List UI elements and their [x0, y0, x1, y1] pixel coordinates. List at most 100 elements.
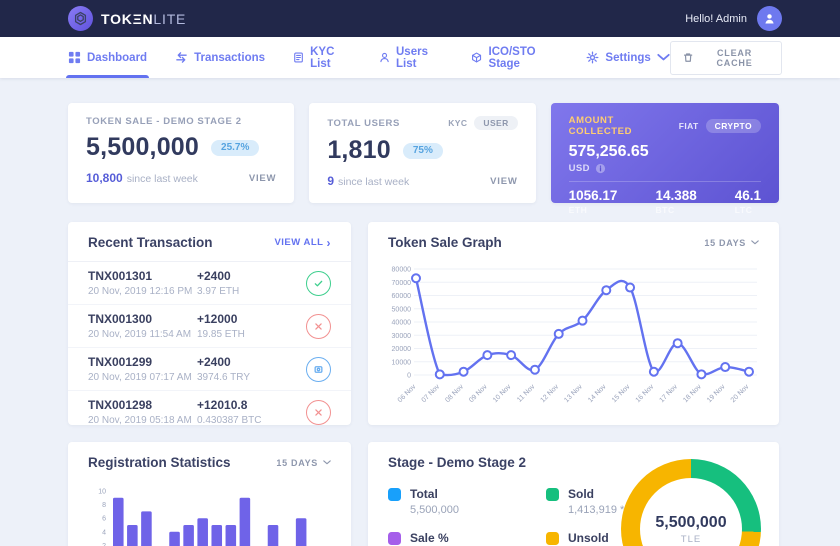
trash-icon	[683, 53, 693, 62]
stage-panel: Stage - Demo Stage 2 Total 5,500,000 Sol…	[368, 442, 779, 546]
brand-logo[interactable]: TOKΞNLITE	[68, 6, 186, 31]
legend-item-total: Total 5,500,000	[388, 487, 506, 516]
token-sale-line-chart: 0 10000 20000 30000 40000 50000 60000 70000 8000…	[392, 267, 757, 404]
svg-text:10: 10	[98, 489, 106, 496]
nav-tab-settings[interactable]: Settings	[586, 37, 670, 78]
range-dropdown[interactable]: 15 DAYS	[276, 458, 331, 468]
card-title: TOTAL USERS	[327, 117, 400, 129]
token-sale-percent-badge: 25.7%	[211, 139, 260, 156]
nav-tab-dashboard[interactable]: Dashboard	[65, 37, 150, 78]
svg-text:18 Nov: 18 Nov	[682, 383, 703, 404]
view-all-link[interactable]: VIEW ALL ›	[274, 235, 331, 250]
token-sale-delta: 10,800	[86, 171, 123, 185]
legend-item-unsold: Unsold 4,086,082	[546, 531, 664, 546]
legend-swatch	[388, 531, 401, 545]
nav-tab-ico-sto-stage[interactable]: ICO/STO Stage	[471, 37, 558, 78]
svg-text:40000: 40000	[392, 320, 412, 327]
grid-icon	[68, 51, 81, 64]
svg-text:17 Nov: 17 Nov	[658, 383, 679, 404]
crypto-toggle-pill[interactable]: CRYPTO	[705, 119, 762, 133]
registration-statistics-panel: Registration Statistics 15 DAYS 2 4 6 8 10	[68, 442, 351, 546]
donut-center-value: 5,500,000	[655, 513, 727, 531]
amount-currency: USD	[568, 163, 590, 174]
svg-text:6: 6	[102, 516, 106, 523]
donut-center-unit: TLE	[680, 533, 702, 545]
svg-text:10 Nov: 10 Nov	[492, 383, 513, 404]
svg-text:8: 8	[102, 502, 106, 509]
swap-arrows-icon	[176, 52, 187, 63]
registration-bar-chart: 2 4 6 8 10	[98, 489, 307, 546]
panel-title: Registration Statistics	[88, 455, 231, 470]
greeting-text: Hello! Admin	[685, 12, 747, 25]
range-dropdown[interactable]: 15 DAYS	[704, 238, 759, 248]
brand-name: TOKΞNLITE	[101, 10, 187, 27]
chevron-down-icon	[657, 53, 670, 61]
user-avatar[interactable]	[757, 6, 782, 31]
alt-amount-ltc: 46.1 LTC	[734, 188, 762, 215]
transaction-row[interactable]: TNX001299 20 Nov, 2019 07:17 AM +2400 3974…	[68, 348, 351, 391]
svg-text:50000: 50000	[392, 306, 412, 313]
status-approved-icon[interactable]	[306, 270, 331, 296]
chevron-down-icon	[751, 240, 759, 245]
token-sale-card: TOKEN SALE - DEMO STAGE 2 5,500,000 25.7…	[68, 103, 295, 203]
alt-amount-btc: 14.388 BTC	[655, 188, 697, 215]
svg-text:20000: 20000	[392, 346, 412, 353]
nav-tab-kyc-list[interactable]: KYC List	[293, 37, 351, 78]
cube-icon	[472, 52, 482, 63]
token-sale-value: 5,500,000	[86, 133, 200, 161]
panel-title: Recent Transaction	[88, 235, 213, 250]
token-sale-graph-panel: Token Sale Graph 15 DAYS 0 10000 20000 3000…	[368, 222, 779, 425]
status-canceled-icon[interactable]	[306, 399, 331, 425]
total-users-value: 1,810	[327, 136, 391, 164]
card-title: TOKEN SALE - DEMO STAGE 2	[86, 116, 242, 127]
tokenlite-logo-icon	[68, 6, 93, 31]
amount-collected-card: AMOUNT COLLECTED FIAT CRYPTO 575,256.65 …	[550, 103, 780, 215]
svg-text:20 Nov: 20 Nov	[730, 383, 751, 404]
transaction-row[interactable]: TNX001301 20 Nov, 2019 12:16 PM +2400 3.97…	[68, 262, 351, 305]
svg-text:11 Nov: 11 Nov	[516, 383, 537, 404]
document-icon	[294, 52, 303, 63]
legend-swatch	[546, 531, 559, 545]
svg-text:15 Nov: 15 Nov	[611, 383, 632, 404]
nav-tab-users-list[interactable]: Users List	[379, 37, 444, 78]
user-toggle-pill[interactable]: USER	[474, 116, 518, 130]
total-users-view-link[interactable]: VIEW	[490, 175, 518, 187]
card-title: AMOUNT COLLECTED	[568, 115, 633, 137]
kyc-toggle[interactable]: KYC	[448, 118, 468, 128]
user-icon	[380, 52, 389, 63]
panel-title: Stage - Demo Stage 2	[388, 455, 527, 470]
legend-item-sold: Sold 1,413,919 *	[546, 487, 664, 516]
svg-text:0: 0	[407, 373, 411, 380]
svg-text:06 Nov: 06 Nov	[397, 383, 418, 404]
svg-text:13 Nov: 13 Nov	[563, 383, 584, 404]
svg-text:16 Nov: 16 Nov	[635, 383, 656, 404]
transaction-row[interactable]: TNX001300 20 Nov, 2019 11:54 AM +12000 19.…	[68, 305, 351, 348]
alt-amount-eth: 1056.17 ETH	[568, 188, 618, 215]
top-header: TOKΞNLITE Hello! Admin	[0, 0, 840, 37]
info-icon[interactable]	[595, 163, 606, 174]
chevron-down-icon	[323, 460, 331, 465]
legend-item-sale-pct: Sale % 25.7% Sold	[388, 531, 506, 546]
svg-text:70000: 70000	[392, 280, 412, 287]
delta-suffix: since last week	[126, 173, 198, 185]
svg-text:30000: 30000	[392, 333, 412, 340]
recent-transactions-panel: Recent Transaction VIEW ALL › TNX001301 20…	[68, 222, 351, 426]
svg-text:4: 4	[102, 529, 106, 536]
status-canceled-icon[interactable]	[306, 313, 331, 339]
svg-text:12 Nov: 12 Nov	[539, 383, 560, 404]
svg-text:14 Nov: 14 Nov	[587, 383, 608, 404]
legend-swatch	[388, 487, 401, 501]
svg-text:80000: 80000	[392, 267, 412, 274]
divider	[568, 181, 762, 182]
nav-tab-transactions[interactable]: Transactions	[175, 37, 265, 78]
clear-cache-button[interactable]: CLEAR CACHE	[669, 40, 782, 75]
svg-text:60000: 60000	[392, 293, 412, 300]
legend-swatch	[546, 487, 559, 501]
svg-text:2: 2	[102, 543, 106, 546]
svg-text:09 Nov: 09 Nov	[468, 383, 489, 404]
status-onhold-icon[interactable]	[306, 356, 331, 382]
token-sale-view-link[interactable]: VIEW	[248, 172, 277, 184]
total-users-percent-badge: 75%	[402, 142, 443, 159]
transaction-row[interactable]: TNX001298 20 Nov, 2019 05:18 AM +12010.8 0…	[68, 391, 351, 433]
fiat-toggle[interactable]: FIAT	[678, 121, 699, 131]
